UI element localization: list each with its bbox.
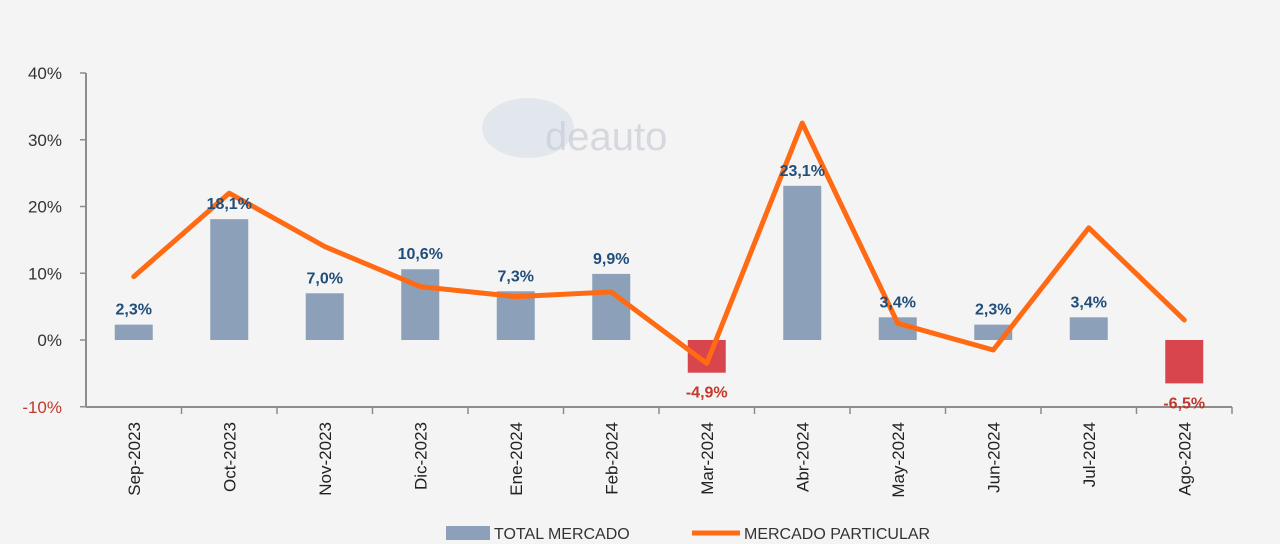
data-labels: 2,3% 18,1% 7,0% 10,6% 7,3% 9,9% -4,9% 23,1% 3,4%…	[116, 163, 1206, 413]
y-tick-label: 40%	[28, 64, 62, 83]
data-label: 23,1%	[780, 163, 825, 180]
bar	[1165, 340, 1204, 384]
x-tick-label: Dic-2023	[411, 422, 430, 490]
x-tick-label: Mar-2024	[698, 422, 717, 495]
legend-label-total-mercado: TOTAL MERCADO	[494, 526, 630, 543]
data-label: -6,5%	[1163, 395, 1205, 412]
watermark-logo: deauto	[482, 98, 667, 159]
line-series	[131, 120, 1187, 366]
x-tick-label: Nov-2023	[316, 422, 335, 496]
x-tick-label: Ene-2024	[507, 422, 526, 496]
data-label: 3,4%	[880, 294, 916, 311]
data-label: 7,3%	[498, 268, 534, 285]
legend-label-mercado-particular: MERCADO PARTICULAR	[744, 526, 930, 543]
x-tick-label: Jul-2024	[1080, 422, 1099, 487]
bar	[783, 185, 822, 340]
bar	[496, 291, 535, 340]
x-tick-label: Sep-2023	[125, 422, 144, 496]
y-tick-label: 10%	[28, 264, 62, 283]
data-label: 2,3%	[975, 302, 1011, 319]
data-label: 10,6%	[398, 246, 443, 263]
axes: 40% 30% 20% 10% 0% -10% Sep-2023 Oct-2023 Nov-20…	[22, 64, 1233, 498]
bar	[878, 317, 917, 340]
x-tick-label: Jun-2024	[984, 422, 1003, 493]
bar	[592, 273, 631, 340]
y-tick-label: -10%	[22, 398, 62, 417]
bar	[210, 219, 249, 340]
y-tick-label: 20%	[28, 198, 62, 217]
x-tick-label: Ago-2024	[1175, 422, 1194, 496]
bar	[114, 324, 153, 340]
y-tick-label: 30%	[28, 131, 62, 150]
data-label: 2,3%	[116, 302, 152, 319]
x-tick-label: May-2024	[889, 422, 908, 498]
y-tick-label: 0%	[37, 331, 62, 350]
data-label: 3,4%	[1071, 294, 1107, 311]
bar	[305, 293, 344, 340]
data-label: 9,9%	[593, 251, 629, 268]
data-label: 7,0%	[307, 270, 343, 287]
x-tick-label: Abr-2024	[793, 422, 812, 492]
data-label: -4,9%	[686, 385, 728, 402]
x-tick-label: Oct-2023	[220, 422, 239, 492]
watermark-text: deauto	[545, 115, 667, 159]
line-mercado-particular	[131, 120, 1187, 366]
legend-swatch-total-mercado	[446, 526, 490, 540]
watermark-ellipse	[482, 98, 574, 158]
legend: TOTAL MERCADO MERCADO PARTICULAR	[446, 526, 930, 543]
x-tick-label: Feb-2024	[602, 422, 621, 495]
bars	[114, 185, 1204, 384]
data-label: 18,1%	[207, 196, 252, 213]
bar	[1069, 317, 1108, 340]
